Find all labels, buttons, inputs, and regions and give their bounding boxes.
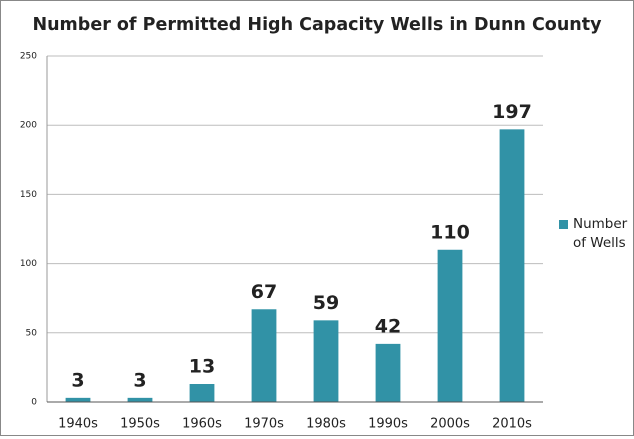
- y-tick-label: 0: [31, 398, 37, 408]
- data-label: 59: [313, 292, 339, 314]
- data-label: 3: [71, 369, 84, 391]
- x-tick-label: 1990s: [368, 417, 408, 432]
- chart-title: Number of Permitted High Capacity Wells …: [32, 15, 602, 35]
- bar: [375, 343, 401, 402]
- data-label: 110: [430, 221, 470, 243]
- x-tick-label: 1960s: [182, 417, 222, 432]
- data-label: 197: [492, 101, 532, 123]
- y-tick-label: 200: [20, 121, 37, 131]
- bar: [499, 129, 525, 403]
- y-tick-label: 50: [26, 328, 38, 338]
- data-label: 42: [375, 315, 401, 337]
- data-label: 13: [189, 356, 215, 378]
- data-label: 3: [133, 369, 146, 391]
- y-tick-label: 250: [20, 52, 37, 62]
- y-tick-label: 150: [20, 190, 37, 200]
- x-tick-label: 2010s: [492, 417, 532, 432]
- legend: Number of Wells: [559, 215, 631, 253]
- bar: [313, 320, 339, 402]
- x-tick-label: 2000s: [430, 417, 470, 432]
- bar: [189, 384, 215, 402]
- x-tick-label: 1970s: [244, 417, 284, 432]
- legend-swatch: [559, 220, 568, 229]
- bar: [251, 309, 277, 402]
- bar: [65, 397, 91, 402]
- bar: [127, 397, 153, 402]
- x-tick-label: 1950s: [120, 417, 160, 432]
- x-tick-label: 1940s: [58, 417, 98, 432]
- bar: [437, 249, 463, 402]
- x-tick-label: 1980s: [306, 417, 346, 432]
- data-label: 67: [251, 281, 277, 303]
- y-tick-label: 100: [20, 259, 37, 269]
- legend-label: Number of Wells: [573, 216, 628, 251]
